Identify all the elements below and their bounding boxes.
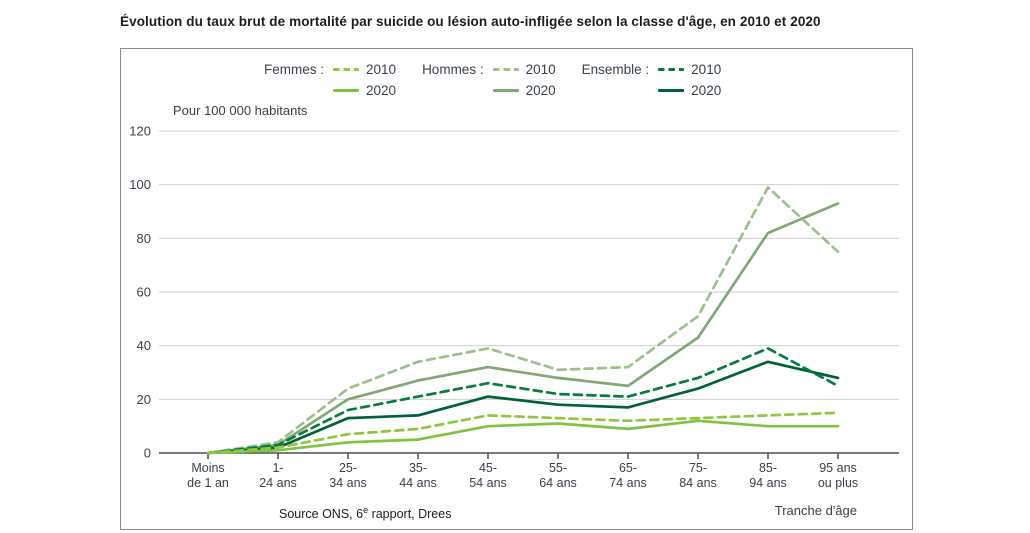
svg-text:100: 100 <box>129 177 151 192</box>
x-tick-label: 55-64 ans <box>539 461 577 490</box>
x-tick-label: 1-24 ans <box>259 461 297 490</box>
svg-text:120: 120 <box>129 124 151 139</box>
x-tick-label: 25-34 ans <box>329 461 367 490</box>
chart-title: Évolution du taux brut de mortalité par … <box>120 14 821 29</box>
series-line-ensemble-2020 <box>206 360 840 455</box>
series-line-hommes-2010 <box>206 186 840 455</box>
x-tick-label: 35-44 ans <box>399 461 437 490</box>
svg-text:60: 60 <box>137 285 151 300</box>
femmes-2020-solid-swatch <box>333 88 360 93</box>
legend-label-ensemble: Ensemble : <box>581 62 650 77</box>
superscript: e <box>363 505 369 515</box>
legend-group-femmes: Femmes : 2010 2020 <box>264 59 396 101</box>
chart-plot: 0 20 40 60 80 100 120 Moins de 1 an 1-24 ans 25-34… <box>129 124 899 490</box>
series-line-hommes-2020 <box>206 202 840 455</box>
femmes-2010-dashed-swatch <box>333 67 360 72</box>
legend-label-femmes: Femmes : <box>264 62 325 77</box>
series-line-ensemble-2010 <box>206 347 840 455</box>
legend-year: 2020 <box>691 83 722 98</box>
legend-group-hommes: Hommes : 2010 2020 <box>422 59 556 101</box>
legend-year: 2020 <box>366 83 397 98</box>
x-axis-label: Tranche d'âge <box>774 503 857 518</box>
svg-text:0: 0 <box>144 446 151 461</box>
x-tick-label: 45-54 ans <box>469 461 507 490</box>
series-line-femmes-2010 <box>206 411 840 455</box>
svg-text:80: 80 <box>137 231 151 246</box>
hommes-2020-solid-swatch <box>492 88 519 93</box>
chart-legend: Femmes : 2010 2020 Hommes : 2010 2020 En… <box>264 59 721 101</box>
x-tick-label: Moins de 1 an <box>187 461 229 490</box>
legend-year: 2010 <box>691 62 722 77</box>
svg-text:20: 20 <box>137 392 151 407</box>
x-tick-label: 75-84 ans <box>679 461 717 490</box>
legend-year: 2010 <box>525 62 556 77</box>
x-tick-label: 85-94 ans <box>749 461 787 490</box>
ensemble-2020-solid-swatch <box>658 88 685 93</box>
legend-group-ensemble: Ensemble : 2010 2020 <box>582 59 722 101</box>
hommes-2010-dashed-swatch <box>492 67 519 72</box>
svg-text:40: 40 <box>137 338 151 353</box>
legend-label-hommes: Hommes : <box>422 62 484 77</box>
legend-year: 2010 <box>366 62 397 77</box>
x-tick-label: 95 ans ou plus <box>818 461 858 490</box>
series-line-femmes-2020 <box>206 419 840 455</box>
source-note: Source ONS, 6e rapport, Drees <box>279 505 452 522</box>
x-tick-label: 65-74 ans <box>609 461 647 490</box>
y-axis-unit-label: Pour 100 000 habitants <box>173 103 308 118</box>
chart-card: Femmes : 2010 2020 Hommes : 2010 2020 En… <box>120 48 913 530</box>
legend-year: 2020 <box>525 83 556 98</box>
ensemble-2010-dashed-swatch <box>658 67 685 72</box>
